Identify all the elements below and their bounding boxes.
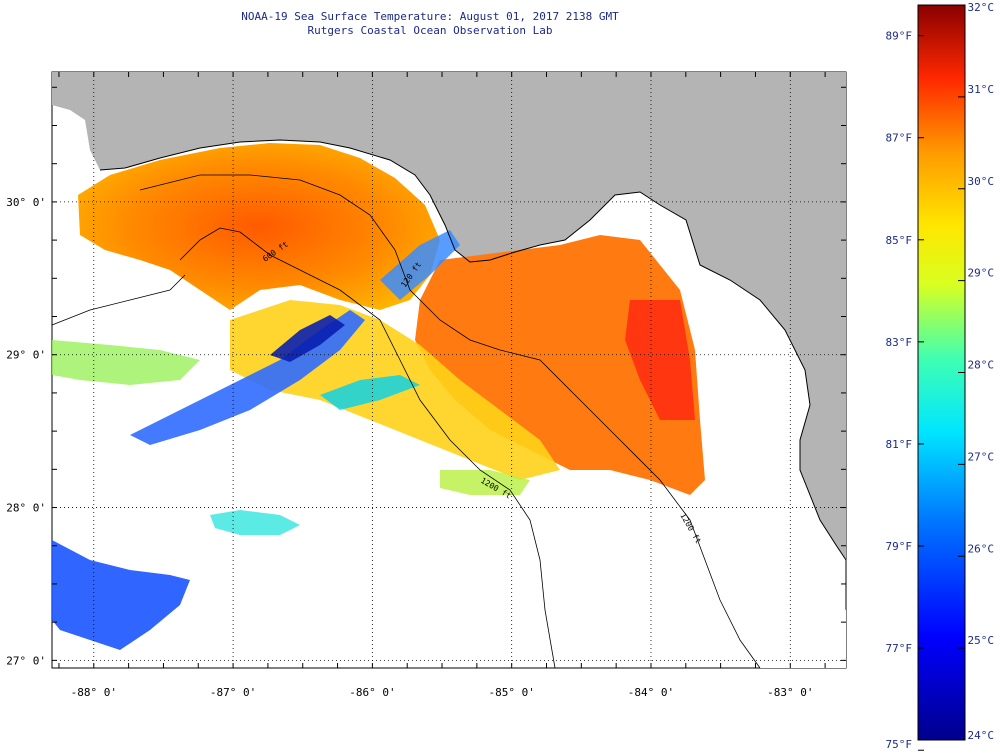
- fahrenheit-label: 85°F: [886, 234, 913, 247]
- celsius-label: 26°C: [968, 542, 995, 555]
- lat-label: 30° 0': [6, 196, 46, 209]
- celsius-label: 32°C: [968, 1, 995, 14]
- celsius-label: 29°C: [968, 267, 995, 280]
- lon-label: -88° 0': [71, 686, 117, 699]
- celsius-label: 30°C: [968, 175, 995, 188]
- celsius-label: 24°C: [968, 729, 995, 742]
- fahrenheit-label: 81°F: [886, 438, 913, 451]
- map-title: NOAA-19 Sea Surface Temperature: August …: [241, 10, 619, 23]
- fahrenheit-label: 83°F: [886, 336, 913, 349]
- celsius-label: 31°C: [968, 83, 995, 96]
- cool-streak: [270, 315, 345, 362]
- map-subtitle: Rutgers Coastal Ocean Observation Lab: [307, 24, 553, 37]
- fahrenheit-label: 79°F: [886, 540, 913, 553]
- isobath-600ft: [179, 227, 556, 669]
- fahrenheit-label: 77°F: [886, 642, 913, 655]
- cool-streak: [320, 375, 420, 410]
- lat-label: 28° 0': [6, 502, 46, 515]
- lat-label: 27° 0': [6, 654, 46, 667]
- celsius-label: 28°C: [968, 359, 995, 372]
- isobath-120ft: [139, 174, 761, 669]
- lat-label: 29° 0': [6, 349, 46, 362]
- lon-label: -87° 0': [210, 686, 256, 699]
- colorbar-ticks: 32°C 31°C 30°C 29°C 28°C 27°C 26°C 25°C 24°C 89°F…: [886, 1, 995, 751]
- hot-strip: [625, 300, 695, 420]
- green-patch: [52, 340, 200, 385]
- warm-pool: [78, 143, 440, 310]
- shelf-water: [686, 250, 846, 668]
- land-mass: [52, 72, 846, 560]
- celsius-label: 27°C: [968, 450, 995, 463]
- lon-label: -86° 0': [349, 686, 395, 699]
- graticule: [52, 72, 846, 668]
- colorbar: [917, 4, 966, 741]
- coastline: [99, 139, 847, 561]
- lon-label: -84° 0': [628, 686, 674, 699]
- cool-streak: [380, 230, 460, 300]
- lon-label: -83° 0': [767, 686, 813, 699]
- lon-label: -85° 0': [489, 686, 535, 699]
- isobath-1200ft: [51, 274, 186, 326]
- sw-cool-patch: [52, 540, 190, 650]
- fahrenheit-label: 89°F: [886, 30, 913, 43]
- fahrenheit-label: 75°F: [886, 738, 913, 751]
- celsius-label: 25°C: [968, 634, 995, 647]
- fahrenheit-label: 87°F: [886, 132, 913, 145]
- cyan-patch: [210, 510, 300, 535]
